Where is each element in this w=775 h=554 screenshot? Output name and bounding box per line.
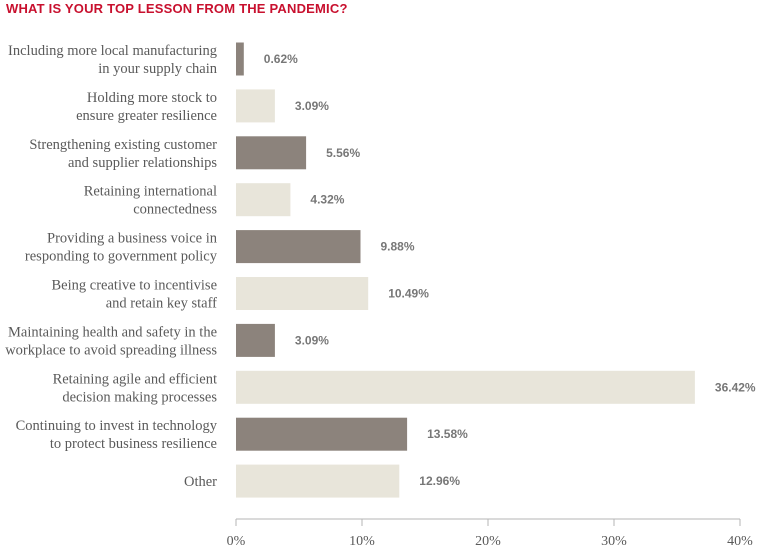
value-label: 10.49% (388, 287, 429, 301)
category-label: Holding more stock to ensure greater resi… (76, 90, 217, 124)
category-label: Other (184, 474, 217, 490)
category-label: Providing a business voice in responding … (25, 231, 218, 265)
value-label: 0.62% (264, 52, 298, 66)
value-label: 36.42% (715, 380, 756, 394)
x-tick-label: 0% (227, 534, 246, 549)
value-label: 13.58% (427, 427, 468, 441)
bar (236, 417, 408, 451)
value-label: 3.09% (295, 99, 329, 113)
bar (236, 42, 244, 76)
x-tick-label: 30% (601, 534, 627, 549)
bar (236, 230, 361, 264)
category-label: Including more local manufacturing in you… (8, 43, 218, 77)
value-label: 12.96% (419, 474, 460, 488)
x-tick-label: 20% (475, 534, 501, 549)
labels-layer: 0.62% Including more local manufacturing i… (5, 43, 756, 490)
value-label: 9.88% (381, 240, 415, 254)
bar (236, 89, 275, 123)
bar (236, 136, 307, 170)
value-label: 3.09% (295, 333, 329, 347)
bar (236, 277, 369, 310)
bar (236, 183, 291, 217)
category-label: Retaining agile and efficient decision ma… (53, 371, 218, 405)
bar (236, 464, 400, 498)
bars-layer (236, 42, 695, 498)
bar (236, 370, 695, 404)
x-tick-label: 40% (727, 534, 753, 549)
x-axis: 0% 10% 20% 30% 40% (227, 518, 753, 549)
category-label: Retaining international connectedness (84, 184, 218, 218)
value-label: 5.56% (326, 146, 360, 160)
chart-title: WHAT IS YOUR TOP LESSON FROM THE PANDEMI… (6, 1, 348, 16)
category-label: Strengthening existing customer and suppl… (29, 137, 217, 171)
x-tick-label: 10% (349, 534, 375, 549)
bar (236, 323, 275, 357)
category-label: Maintaining health and safety in the work… (5, 324, 217, 358)
value-label: 4.32% (310, 193, 344, 207)
category-label: Continuing to invest in technology to pro… (16, 418, 218, 452)
category-label: Being creative to incentivise and retain … (52, 278, 218, 312)
